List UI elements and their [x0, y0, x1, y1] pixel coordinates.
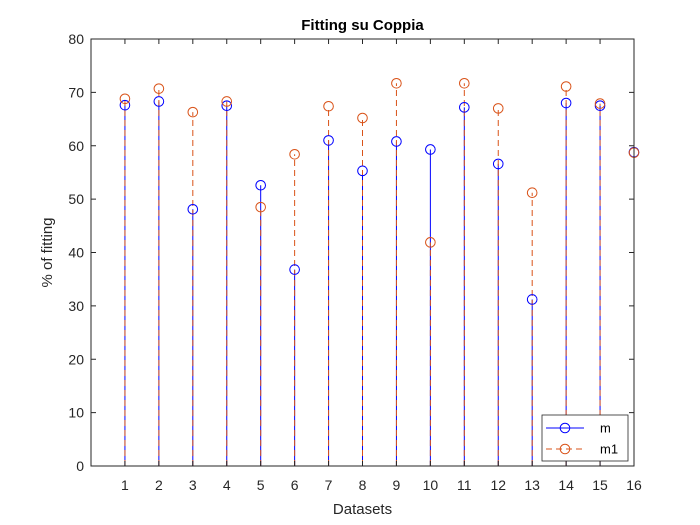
- marker-m-7: [323, 135, 334, 146]
- marker-m1-13: [526, 187, 538, 199]
- y-tick-label: 60: [68, 138, 84, 154]
- marker-m-14: [560, 97, 572, 109]
- x-tick-label: 15: [592, 477, 608, 493]
- marker-m-8: [357, 165, 368, 177]
- marker-m1-2: [153, 83, 165, 94]
- marker-m-6: [289, 264, 300, 275]
- y-tick-label: 40: [68, 245, 84, 261]
- x-tick-label: 12: [490, 477, 506, 493]
- y-tick-label: 70: [68, 84, 84, 100]
- marker-m1-11: [459, 78, 470, 89]
- marker-m1-1: [119, 93, 131, 105]
- marker-m-9: [391, 136, 402, 147]
- marker-m1-14: [560, 81, 572, 92]
- x-tick-label: 6: [291, 477, 299, 493]
- x-axis-title: Datasets: [333, 501, 392, 518]
- x-tick-label: 3: [189, 477, 197, 493]
- marker-m-2: [153, 96, 165, 107]
- marker-m-12: [492, 158, 504, 170]
- legend-marker-m: [559, 422, 571, 434]
- marker-m1-5: [255, 201, 266, 213]
- legend-marker-m1: [559, 443, 571, 455]
- marker-m-5: [255, 179, 266, 191]
- x-tick-label: 4: [223, 477, 231, 493]
- marker-m1-15: [594, 98, 606, 109]
- marker-m-11: [459, 102, 470, 113]
- marker-m1-9: [391, 78, 402, 89]
- marker-m1-4: [221, 96, 233, 107]
- y-tick-label: 50: [68, 191, 84, 207]
- marker-m1-8: [357, 112, 368, 124]
- x-tick-label: 7: [325, 477, 333, 493]
- x-tick-label: 5: [257, 477, 265, 493]
- y-tick-label: 10: [68, 405, 84, 421]
- x-tick-label: 14: [558, 477, 574, 493]
- x-tick-label: 10: [423, 477, 439, 493]
- x-tick-label: 2: [155, 477, 163, 493]
- marker-m-13: [526, 294, 538, 305]
- marker-m-3: [187, 203, 199, 215]
- marker-m1-12: [492, 103, 504, 114]
- chart-title: Fitting su Coppia: [301, 17, 424, 34]
- marker-m-10: [425, 144, 436, 155]
- y-tick-label: 0: [76, 458, 84, 474]
- marker-m1-10: [425, 237, 436, 248]
- y-tick-label: 30: [68, 298, 84, 314]
- x-tick-label: 13: [524, 477, 540, 493]
- legend-label-m1: m1: [600, 442, 618, 457]
- x-tick-label: 9: [393, 477, 401, 493]
- marker-m-1: [119, 99, 131, 111]
- x-tick-label: 11: [457, 477, 472, 493]
- x-tick-label: 16: [626, 477, 642, 493]
- legend-box: [541, 414, 629, 462]
- y-tick-label: 80: [68, 31, 84, 47]
- x-tick-label: 1: [121, 477, 129, 493]
- x-tick-label: 8: [359, 477, 367, 493]
- y-tick-label: 20: [68, 351, 84, 367]
- marker-m1-6: [289, 148, 300, 160]
- legend: m m1: [541, 414, 629, 462]
- marker-m1-7: [323, 100, 334, 112]
- legend-label-m: m: [600, 421, 611, 436]
- markers-layer: [119, 78, 640, 305]
- marker-m-4: [221, 100, 233, 112]
- y-axis-title: % of fitting: [39, 217, 56, 287]
- marker-m1-3: [187, 106, 199, 118]
